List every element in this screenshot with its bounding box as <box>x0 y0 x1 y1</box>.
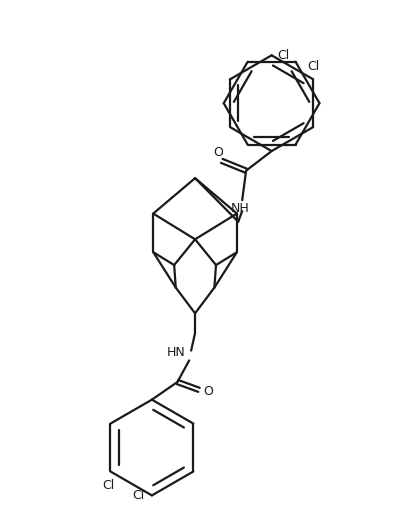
Text: Cl: Cl <box>132 489 144 502</box>
Text: O: O <box>213 146 223 159</box>
Text: O: O <box>204 385 214 398</box>
Text: Cl: Cl <box>102 479 115 492</box>
Text: HN: HN <box>166 346 185 359</box>
Text: Cl: Cl <box>277 49 290 62</box>
Text: NH: NH <box>231 202 250 215</box>
Text: Cl: Cl <box>307 60 319 74</box>
